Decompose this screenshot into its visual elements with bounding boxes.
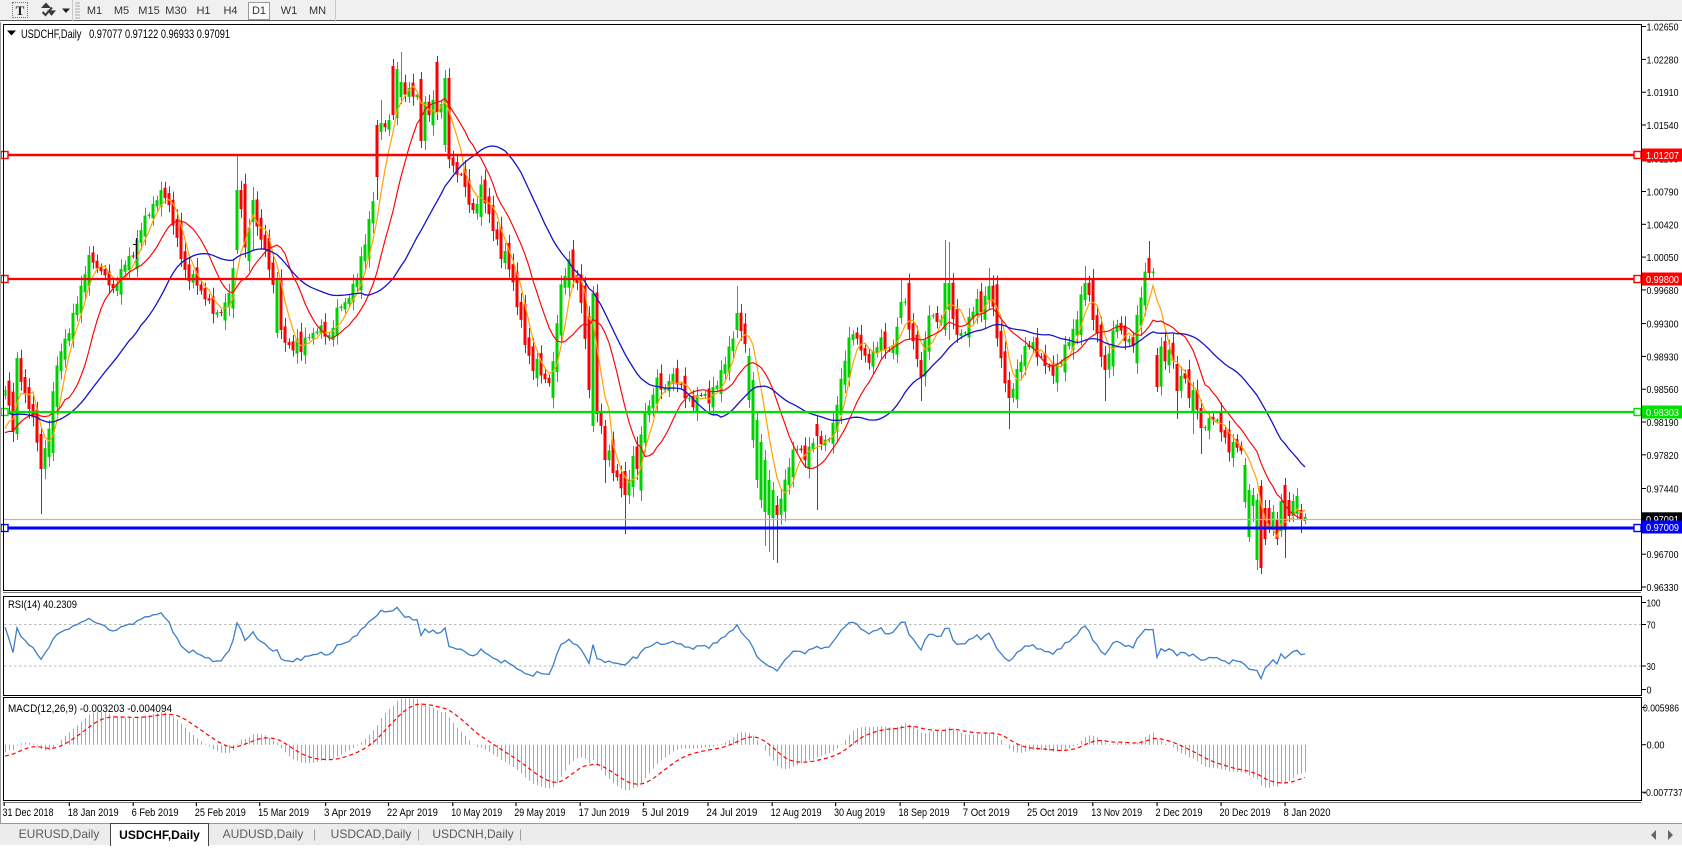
svg-text:0.99800: 0.99800 <box>1646 274 1679 286</box>
svg-text:18 Sep 2019: 18 Sep 2019 <box>899 807 950 819</box>
svg-text:8 Jan 2020: 8 Jan 2020 <box>1284 807 1331 819</box>
svg-text:24 Jul 2019: 24 Jul 2019 <box>706 807 757 819</box>
svg-text:MACD(12,26,9) -0.003203 -0.004: MACD(12,26,9) -0.003203 -0.004094 <box>8 703 172 715</box>
svg-text:6 Feb 2019: 6 Feb 2019 <box>132 807 179 819</box>
svg-text:20 Dec 2019: 20 Dec 2019 <box>1220 807 1271 819</box>
svg-text:70: 70 <box>1647 620 1656 632</box>
svg-text:5 Jul 2019: 5 Jul 2019 <box>642 807 689 819</box>
svg-text:0.00: 0.00 <box>1647 740 1665 752</box>
svg-text:0: 0 <box>1647 685 1652 697</box>
svg-text:2 Dec 2019: 2 Dec 2019 <box>1156 807 1203 819</box>
svg-text:29 May 2019: 29 May 2019 <box>514 807 565 819</box>
svg-text:1.02280: 1.02280 <box>1647 54 1679 66</box>
svg-text:12 Aug 2019: 12 Aug 2019 <box>771 807 822 819</box>
svg-text:1.01910: 1.01910 <box>1647 87 1679 99</box>
svg-text:31 Dec 2018: 31 Dec 2018 <box>3 807 54 819</box>
svg-text:0.98190: 0.98190 <box>1647 417 1679 429</box>
svg-text:30: 30 <box>1647 661 1656 673</box>
svg-text:0.97440: 0.97440 <box>1647 484 1679 496</box>
svg-text:-0.007737: -0.007737 <box>1643 787 1682 799</box>
svg-text:0.98560: 0.98560 <box>1647 384 1679 396</box>
svg-text:30 Aug 2019: 30 Aug 2019 <box>834 807 885 819</box>
svg-text:1.00790: 1.00790 <box>1647 187 1679 199</box>
svg-text:0.98930: 0.98930 <box>1647 351 1679 363</box>
svg-text:100: 100 <box>1647 598 1661 610</box>
svg-text:1.02650: 1.02650 <box>1647 22 1679 34</box>
svg-text:17 Jun 2019: 17 Jun 2019 <box>579 807 630 819</box>
svg-text:0.96330: 0.96330 <box>1647 582 1679 594</box>
svg-text:3 Apr 2019: 3 Apr 2019 <box>324 807 371 819</box>
svg-text:1.01207: 1.01207 <box>1646 150 1679 162</box>
svg-text:0.005986: 0.005986 <box>1643 703 1679 715</box>
svg-text:22 Apr 2019: 22 Apr 2019 <box>387 807 438 819</box>
svg-text:USDCHF,Daily 0.97077 0.97122: USDCHF,Daily 0.97077 0.97122 0.96933 0.9… <box>21 27 230 41</box>
svg-text:1.01540: 1.01540 <box>1647 120 1679 132</box>
svg-text:18 Jan 2019: 18 Jan 2019 <box>68 807 119 819</box>
svg-text:0.98303: 0.98303 <box>1646 407 1679 419</box>
svg-text:7 Oct 2019: 7 Oct 2019 <box>963 807 1010 819</box>
svg-text:13 Nov 2019: 13 Nov 2019 <box>1091 807 1142 819</box>
svg-text:10 May 2019: 10 May 2019 <box>451 807 502 819</box>
svg-text:1.00420: 1.00420 <box>1647 219 1679 231</box>
svg-text:0.97820: 0.97820 <box>1647 450 1679 462</box>
svg-text:0.99300: 0.99300 <box>1647 319 1679 331</box>
svg-text:0.96700: 0.96700 <box>1647 549 1679 561</box>
svg-text:15 Mar 2019: 15 Mar 2019 <box>258 807 309 819</box>
svg-text:0.97009: 0.97009 <box>1646 522 1679 534</box>
svg-text:1.00050: 1.00050 <box>1647 252 1679 264</box>
svg-text:0.99680: 0.99680 <box>1647 285 1679 297</box>
svg-text:25 Feb 2019: 25 Feb 2019 <box>195 807 246 819</box>
svg-text:25 Oct 2019: 25 Oct 2019 <box>1027 807 1078 819</box>
svg-text:RSI(14) 40.2309: RSI(14) 40.2309 <box>8 599 77 611</box>
